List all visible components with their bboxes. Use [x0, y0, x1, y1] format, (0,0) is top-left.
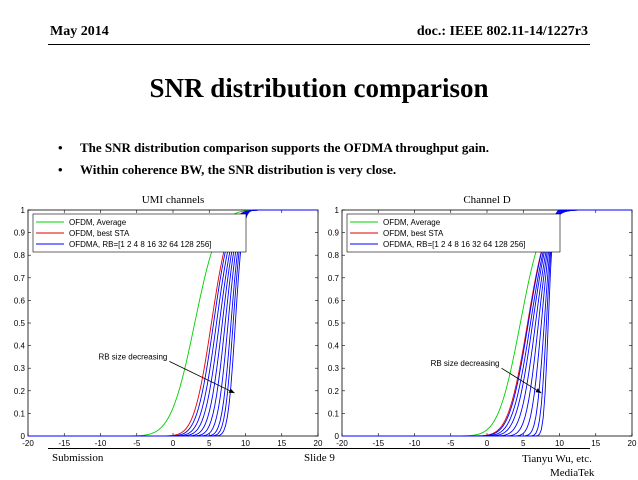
bullet-item: • The SNR distribution comparison support…: [58, 140, 489, 156]
legend-entry-label: OFDM, Average: [383, 218, 441, 227]
y-tick-label: 0.3: [14, 364, 26, 373]
legend-entry-label: OFDMA, RB=[1 2 4 8 16 32 64 128 256]: [69, 240, 212, 249]
footer-author-name: Tianyu Wu, etc.: [522, 453, 592, 465]
y-tick-label: 0.2: [14, 387, 26, 396]
y-tick-label: 0.8: [14, 251, 26, 260]
footer-author-company: MediaTek: [550, 467, 595, 479]
y-tick-label: 0.4: [14, 342, 26, 351]
y-tick-label: 0.9: [328, 229, 340, 238]
x-tick-label: 5: [521, 439, 526, 448]
annotation-arrow-line: [169, 361, 235, 394]
chart-title: Channel D: [463, 194, 510, 206]
x-tick-label: 10: [241, 439, 250, 448]
x-tick-label: -5: [133, 439, 141, 448]
bullet-text: The SNR distribution comparison supports…: [80, 140, 489, 155]
x-tick-label: -5: [447, 439, 455, 448]
header-date: May 2014: [50, 24, 109, 39]
annotation-label: RB size decreasing: [431, 359, 500, 368]
y-tick-label: 1: [21, 206, 26, 215]
legend-box: [346, 213, 561, 253]
y-tick-label: 0.1: [328, 409, 340, 418]
y-tick-label: 0.4: [328, 342, 340, 351]
header-rule: [48, 44, 590, 45]
x-tick-label: -15: [58, 439, 70, 448]
y-tick-label: 0.5: [14, 319, 26, 328]
x-tick-label: -15: [372, 439, 384, 448]
y-tick-label: 0.9: [14, 229, 26, 238]
x-tick-label: 20: [628, 439, 637, 448]
x-tick-label: -10: [409, 439, 421, 448]
y-tick-label: 0.8: [328, 251, 340, 260]
bullet-dot-icon: •: [58, 140, 63, 155]
x-tick-label: -10: [95, 439, 107, 448]
ofdma-rb-series-line: [28, 209, 318, 437]
slide-title: SNR distribution comparison: [149, 73, 489, 103]
x-tick-label: 15: [591, 439, 600, 448]
y-tick-label: 0.3: [328, 364, 340, 373]
bullet-text: Within coherence BW, the SNR distributio…: [80, 162, 397, 177]
y-tick-label: 0.5: [328, 319, 340, 328]
y-tick-label: 0.7: [328, 274, 340, 283]
legend-entry-label: OFDM, Average: [69, 218, 127, 227]
bullet-dot-icon: •: [58, 162, 63, 177]
footer-rule: [48, 448, 590, 449]
footer-slide-number: Slide 9: [304, 452, 335, 464]
arrowhead-icon: [535, 388, 542, 394]
y-tick-label: 0.6: [328, 296, 340, 305]
x-tick-label: -20: [22, 439, 34, 448]
y-tick-label: 0: [335, 432, 340, 441]
x-tick-label: 0: [485, 439, 490, 448]
bullet-item: • Within coherence BW, the SNR distributi…: [58, 162, 396, 178]
legend-entry-label: OFDM, best STA: [69, 229, 130, 238]
x-tick-label: 0: [171, 439, 176, 448]
legend-entry-label: OFDMA, RB=[1 2 4 8 16 32 64 128 256]: [383, 240, 526, 249]
annotation-label: RB size decreasing: [98, 352, 167, 361]
y-tick-label: 0: [21, 432, 26, 441]
footer-submission: Submission: [52, 452, 104, 464]
x-tick-label: 15: [277, 439, 286, 448]
header-doc-id: doc.: IEEE 802.11-14/1227r3: [416, 24, 588, 39]
y-tick-label: 0.1: [14, 409, 26, 418]
arrowhead-icon: [228, 388, 235, 394]
x-tick-label: 20: [314, 439, 323, 448]
y-tick-label: 0.6: [14, 296, 26, 305]
legend-box: [32, 213, 247, 253]
ofdma-rb-series-line: [342, 209, 632, 437]
annotation-arrow-line: [501, 367, 542, 394]
x-tick-label: -20: [336, 439, 348, 448]
chart-title: UMI channels: [142, 194, 205, 206]
x-tick-label: 10: [555, 439, 564, 448]
y-tick-label: 1: [335, 206, 340, 215]
y-tick-label: 0.2: [328, 387, 340, 396]
legend-entry-label: OFDM, best STA: [383, 229, 444, 238]
x-tick-label: 5: [207, 439, 212, 448]
y-tick-label: 0.7: [14, 274, 26, 283]
footer-author: Tianyu Wu, etc. MediaTek: [522, 452, 594, 480]
